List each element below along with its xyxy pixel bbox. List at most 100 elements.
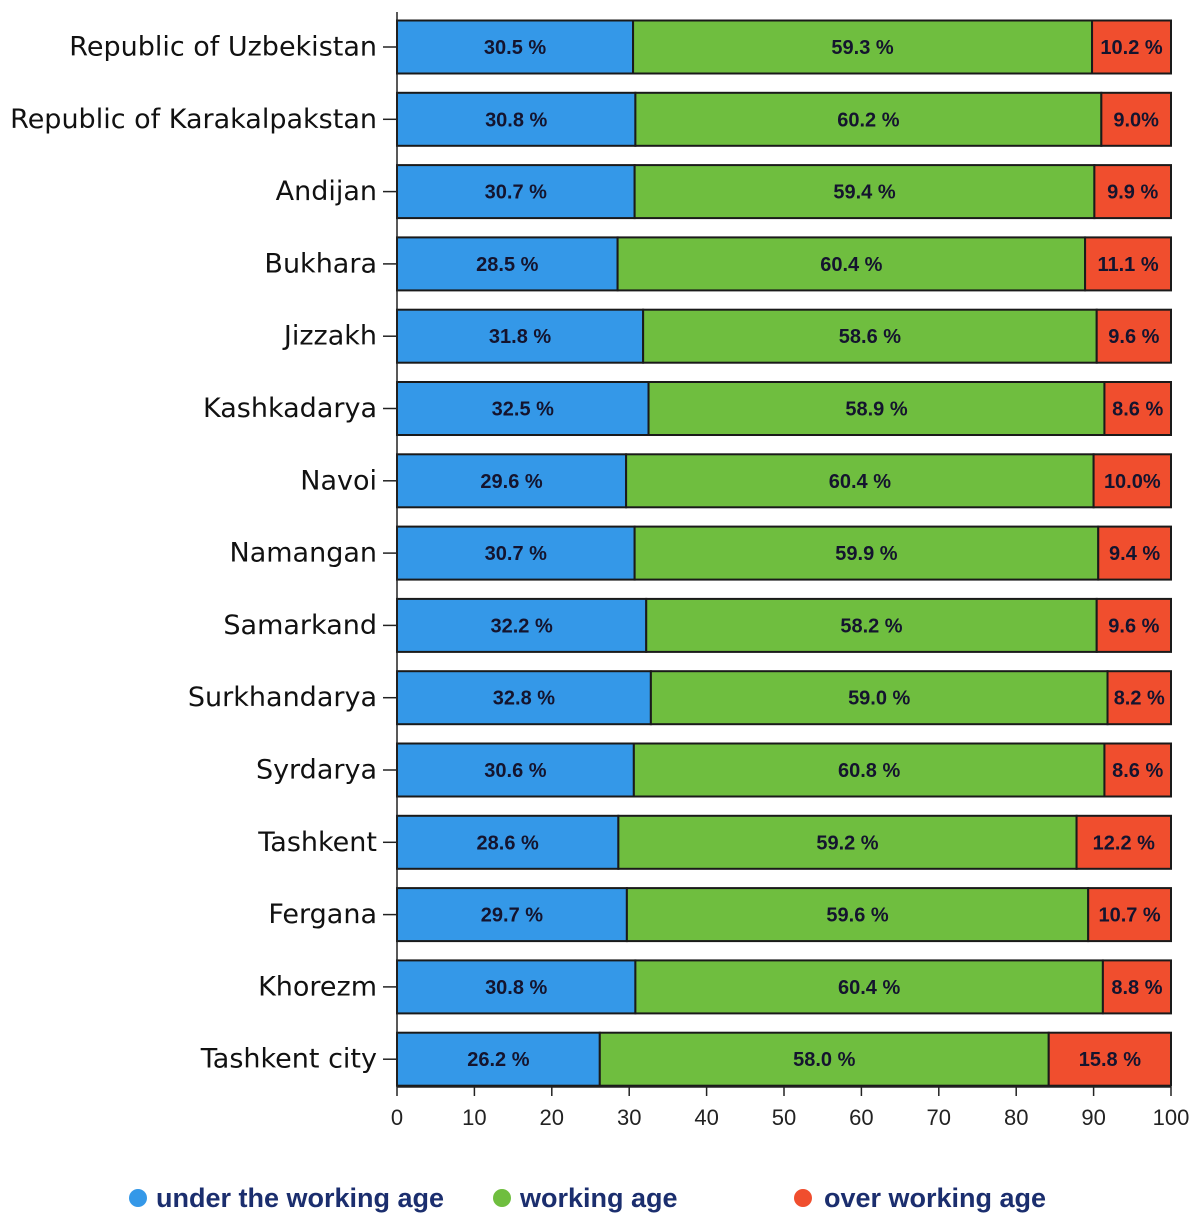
bar-segment-working-age-republic-of-karakalpakstan bbox=[634, 91, 1103, 147]
data-label-working-age-republic-of-uzbekistan: 59.3 % bbox=[831, 37, 893, 59]
x-tick-label-20: 20 bbox=[540, 1105, 564, 1130]
category-label-khorezm: Khorezm bbox=[258, 971, 377, 1002]
data-label-over-working-age-tashkent-city: 15.8 % bbox=[1079, 1049, 1141, 1071]
bar-segment-working-age-jizzakh bbox=[642, 308, 1098, 364]
data-label-working-age-bukhara: 60.4 % bbox=[820, 254, 882, 276]
bar-segment-under-the-working-age-samarkand bbox=[396, 597, 648, 653]
data-label-over-working-age-republic-of-uzbekistan: 10.2 % bbox=[1100, 37, 1162, 59]
category-label-samarkand: Samarkand bbox=[223, 610, 377, 641]
data-label-working-age-tashkent: 59.2 % bbox=[816, 832, 878, 854]
legend-marker-under-the-working-age bbox=[129, 1189, 147, 1207]
bar-segment-over-working-age-namangan bbox=[1097, 525, 1173, 581]
legend-label-working-age: working age bbox=[519, 1183, 678, 1213]
bar-segment-working-age-surkhandarya bbox=[649, 670, 1109, 726]
category-label-tashkent-city: Tashkent city bbox=[200, 1044, 377, 1075]
data-label-over-working-age-navoi: 10.0% bbox=[1104, 471, 1161, 493]
bar-segment-under-the-working-age-tashkent bbox=[396, 814, 620, 870]
data-label-over-working-age-tashkent: 12.2 % bbox=[1093, 832, 1155, 854]
data-label-working-age-fergana: 59.6 % bbox=[826, 905, 888, 927]
category-label-republic-of-uzbekistan: Republic of Uzbekistan bbox=[69, 32, 377, 63]
bar-segment-under-the-working-age-republic-of-uzbekistan bbox=[396, 19, 635, 75]
bar-segment-working-age-tashkent bbox=[617, 814, 1078, 870]
data-label-under-the-working-age-kashkadarya: 32.5 % bbox=[492, 399, 554, 421]
category-label-fergana: Fergana bbox=[268, 899, 377, 930]
bar-segment-under-the-working-age-tashkent-city bbox=[396, 1031, 601, 1087]
data-label-under-the-working-age-syrdarya: 30.6 % bbox=[484, 760, 546, 782]
data-label-under-the-working-age-bukhara: 28.5 % bbox=[476, 254, 538, 276]
bar-segment-under-the-working-age-andijan bbox=[396, 164, 636, 220]
legend-marker-over-working-age bbox=[794, 1189, 812, 1207]
category-label-syrdarya: Syrdarya bbox=[256, 755, 377, 786]
x-tick-label-10: 10 bbox=[462, 1105, 486, 1130]
bar-segment-under-the-working-age-khorezm bbox=[396, 959, 637, 1015]
bar-segment-under-the-working-age-fergana bbox=[396, 887, 628, 943]
bar-segment-over-working-age-tashkent-city bbox=[1047, 1031, 1173, 1087]
x-tick-label-30: 30 bbox=[617, 1105, 641, 1130]
data-label-working-age-andijan: 59.4 % bbox=[833, 182, 895, 204]
data-label-working-age-kashkadarya: 58.9 % bbox=[845, 399, 907, 421]
bar-segment-over-working-age-republic-of-uzbekistan bbox=[1091, 19, 1172, 75]
data-label-over-working-age-kashkadarya: 8.6 % bbox=[1112, 399, 1163, 421]
bar-segment-working-age-fergana bbox=[625, 887, 1090, 943]
bar-segment-over-working-age-khorezm bbox=[1101, 959, 1172, 1015]
category-label-jizzakh: Jizzakh bbox=[282, 321, 377, 352]
x-tick-label-40: 40 bbox=[694, 1105, 718, 1130]
bar-segment-over-working-age-syrdarya bbox=[1103, 742, 1173, 798]
data-label-working-age-syrdarya: 60.8 % bbox=[838, 760, 900, 782]
category-label-kashkadarya: Kashkadarya bbox=[203, 393, 377, 424]
bar-segment-over-working-age-republic-of-karakalpakstan bbox=[1100, 91, 1172, 147]
bar-segment-working-age-andijan bbox=[633, 164, 1096, 220]
legend-marker-working-age bbox=[493, 1189, 511, 1207]
data-label-working-age-jizzakh: 58.6 % bbox=[839, 326, 901, 348]
data-label-under-the-working-age-jizzakh: 31.8 % bbox=[489, 326, 551, 348]
data-label-under-the-working-age-fergana: 29.7 % bbox=[481, 905, 543, 927]
legend-label-over-working-age: over working age bbox=[824, 1183, 1046, 1213]
bar-segment-over-working-age-tashkent bbox=[1075, 814, 1173, 870]
data-label-over-working-age-namangan: 9.4 % bbox=[1109, 543, 1160, 565]
bar-segment-over-working-age-fergana bbox=[1087, 887, 1173, 943]
data-label-over-working-age-samarkand: 9.6 % bbox=[1108, 615, 1159, 637]
bar-segment-working-age-namangan bbox=[633, 525, 1100, 581]
data-label-over-working-age-surkhandarya: 8.2 % bbox=[1114, 688, 1165, 710]
bars-layer: 30.5 % 59.3 % 10.2 % 30.8 % 60.2 % 9.0% 30.7 %… bbox=[396, 19, 1173, 1087]
category-label-surkhandarya: Surkhandarya bbox=[188, 682, 377, 713]
data-label-under-the-working-age-republic-of-uzbekistan: 30.5 % bbox=[484, 37, 546, 59]
data-label-under-the-working-age-tashkent: 28.6 % bbox=[477, 832, 539, 854]
bar-segment-over-working-age-kashkadarya bbox=[1103, 381, 1173, 436]
data-label-working-age-namangan: 59.9 % bbox=[835, 543, 897, 565]
data-label-working-age-samarkand: 58.2 % bbox=[840, 615, 902, 637]
bar-segment-working-age-kashkadarya bbox=[647, 381, 1106, 436]
category-label-namangan: Namangan bbox=[230, 538, 378, 569]
data-label-over-working-age-fergana: 10.7 % bbox=[1098, 905, 1160, 927]
data-label-working-age-tashkent-city: 58.0 % bbox=[793, 1049, 855, 1071]
bar-segment-under-the-working-age-surkhandarya bbox=[396, 670, 652, 726]
data-label-working-age-navoi: 60.4 % bbox=[829, 471, 891, 493]
bar-segment-under-the-working-age-jizzakh bbox=[396, 308, 645, 364]
bar-segment-working-age-khorezm bbox=[634, 959, 1104, 1015]
bar-segment-under-the-working-age-syrdarya bbox=[396, 742, 635, 798]
data-label-under-the-working-age-navoi: 29.6 % bbox=[480, 471, 542, 493]
data-label-over-working-age-jizzakh: 9.6 % bbox=[1108, 326, 1159, 348]
bar-segment-working-age-republic-of-uzbekistan bbox=[632, 19, 1094, 75]
category-label-republic-of-karakalpakstan: Republic of Karakalpakstan bbox=[10, 104, 377, 135]
x-tick-label-100: 100 bbox=[1153, 1105, 1190, 1130]
category-label-andijan: Andijan bbox=[276, 176, 377, 207]
bar-segment-under-the-working-age-navoi bbox=[396, 453, 628, 509]
data-label-working-age-khorezm: 60.4 % bbox=[838, 977, 900, 999]
legend: under the working age working age over wor… bbox=[129, 1183, 1046, 1213]
data-label-under-the-working-age-tashkent-city: 26.2 % bbox=[467, 1049, 529, 1071]
x-tick-label-70: 70 bbox=[927, 1105, 951, 1130]
bar-segment-over-working-age-andijan bbox=[1093, 164, 1173, 220]
data-label-over-working-age-republic-of-karakalpakstan: 9.0% bbox=[1113, 109, 1159, 131]
x-tick-label-60: 60 bbox=[849, 1105, 873, 1130]
axis-layer: Republic of Uzbekistan Republic of Karaka… bbox=[10, 12, 1189, 1130]
x-tick-label-0: 0 bbox=[391, 1105, 403, 1130]
bar-segment-over-working-age-navoi bbox=[1092, 453, 1172, 509]
data-label-over-working-age-khorezm: 8.8 % bbox=[1111, 977, 1162, 999]
bar-segment-over-working-age-jizzakh bbox=[1095, 308, 1173, 364]
data-label-under-the-working-age-surkhandarya: 32.8 % bbox=[493, 688, 555, 710]
bar-segment-over-working-age-samarkand bbox=[1095, 597, 1173, 653]
data-label-over-working-age-bukhara: 11.1 % bbox=[1097, 254, 1158, 276]
x-tick-label-50: 50 bbox=[772, 1105, 796, 1130]
